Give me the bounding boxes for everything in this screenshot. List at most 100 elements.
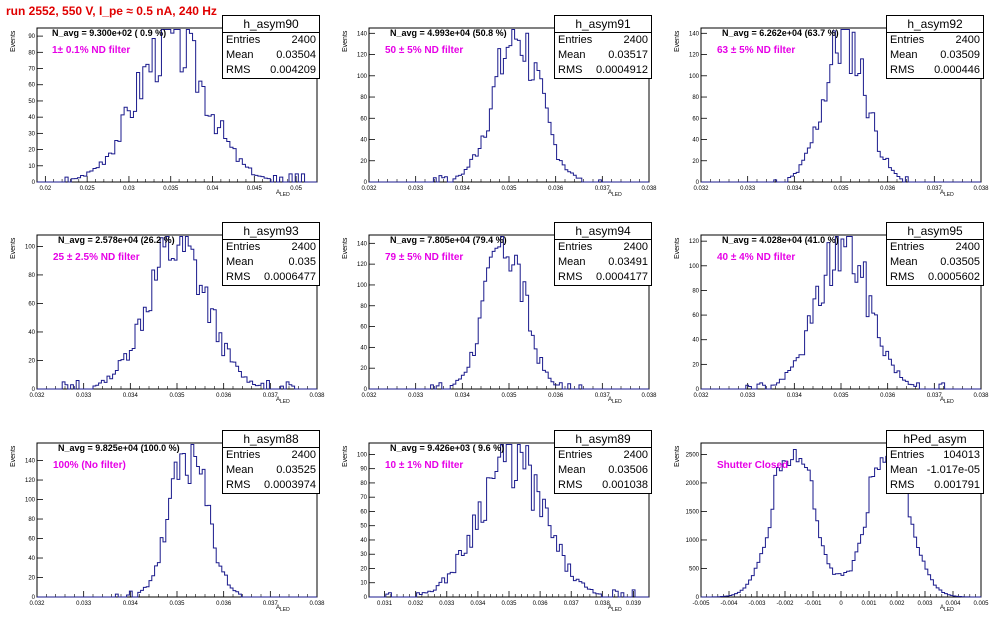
navg-label: N_avg = 6.262e+04 (63.7 %): [722, 28, 839, 38]
histogram-svg: 0.031 0.032 0.033 0.034 0.035 0.036 0.037 0.038…: [357, 442, 650, 607]
stats-value: 2400: [955, 241, 980, 253]
x-axis-label-sub: LED: [944, 607, 954, 614]
stats-key: RMS: [558, 479, 583, 491]
x-tick-label: 0.045: [247, 186, 263, 192]
stats-value: 0.0003974: [264, 479, 316, 491]
histogram-line-h_asym93: [37, 236, 317, 390]
histogram-svg: 0.032 0.033 0.034 0.035 0.036 0.037 0.038 0 20 40…: [25, 234, 325, 399]
y-tick-label: 120: [689, 239, 700, 245]
stats-key: Mean: [890, 256, 918, 268]
histogram-svg: 0.032 0.033 0.034 0.035 0.036 0.037 0.038 0 20 40…: [357, 27, 657, 192]
y-axis-label: Events: [10, 30, 17, 52]
stats-key: RMS: [890, 271, 915, 283]
x-tick-label: 0.034: [787, 186, 803, 192]
x-tick-label: 0.033: [408, 186, 424, 192]
navg-label: N_avg = 7.805e+04 (79.4 %): [390, 235, 507, 245]
x-axis-label-main: A: [608, 190, 613, 196]
y-tick-label: 80: [28, 50, 35, 56]
y-tick-label: 140: [689, 31, 700, 37]
stats-value: 0.03491: [608, 256, 648, 268]
stats-value: 2400: [623, 449, 648, 461]
stats-value: 0.001791: [934, 479, 980, 491]
y-tick-label: 60: [28, 83, 35, 89]
x-tick-label: 0.038: [973, 186, 989, 192]
stats-row-mean: Mean 0.03509: [887, 48, 983, 63]
stats-value: 0.0005602: [928, 271, 980, 283]
x-axis-label: ALED: [940, 190, 954, 198]
stats-value: 2400: [623, 241, 648, 253]
stats-key: RMS: [226, 271, 251, 283]
x-tick-label: -0.003: [748, 601, 766, 607]
x-tick-label: 0.033: [740, 393, 756, 399]
stats-value: 0.0004912: [596, 64, 648, 76]
x-tick-label: 0.032: [693, 393, 709, 399]
y-tick-label: 90: [28, 34, 35, 40]
stats-value: 2400: [623, 34, 648, 46]
x-tick-label: 0.037: [564, 601, 580, 607]
histogram-svg: 0.032 0.033 0.034 0.035 0.036 0.037 0.038 0 20 40…: [357, 234, 657, 399]
x-axis-label-main: A: [276, 397, 281, 403]
x-axis-label-sub: LED: [612, 192, 622, 199]
y-tick-label: 100: [25, 244, 36, 250]
y-tick-label: 20: [28, 358, 35, 364]
stats-row-mean: Mean 0.03505: [887, 255, 983, 270]
x-tick-label: 0.033: [439, 601, 455, 607]
y-tick-label: 10: [360, 581, 367, 587]
stats-value: 104013: [943, 449, 980, 461]
stats-key: RMS: [226, 479, 251, 491]
x-tick-label: 0.005: [973, 601, 989, 607]
y-tick-label: 40: [28, 330, 35, 336]
y-tick-label: 140: [357, 241, 368, 247]
stats-box: h_asym95 Entries 2400 Mean 0.03505 RMS 0.00056…: [886, 222, 984, 286]
x-axis-label: ALED: [276, 190, 290, 198]
stats-value: 0.03505: [940, 256, 980, 268]
x-tick-label: -0.001: [804, 601, 822, 607]
x-tick-label: 0.031: [377, 601, 393, 607]
y-tick-label: 80: [28, 517, 35, 523]
stats-value: -1.017e-05: [926, 464, 980, 476]
y-tick-label: 120: [357, 262, 368, 268]
stats-value: 0.03504: [276, 49, 316, 61]
x-tick-label: 0.034: [123, 393, 139, 399]
histogram-svg: 0.032 0.033 0.034 0.035 0.036 0.037 0.038 0 20 40…: [689, 27, 989, 192]
y-tick-label: 40: [360, 538, 367, 544]
histogram-svg: 0.032 0.033 0.034 0.035 0.036 0.037 0.038 0 20 40…: [689, 234, 989, 399]
x-axis-label: ALED: [608, 190, 622, 198]
stats-row-entries: Entries 2400: [223, 33, 319, 48]
stats-key: Mean: [226, 464, 254, 476]
x-tick-label: 0.034: [455, 393, 471, 399]
y-tick-label: 60: [360, 325, 367, 331]
y-tick-label: 2500: [686, 452, 700, 458]
y-tick-label: 60: [692, 116, 699, 122]
x-tick-label: 0.033: [408, 393, 424, 399]
stats-row-entries: Entries 2400: [223, 240, 319, 255]
y-tick-label: 40: [692, 138, 699, 144]
stats-name: h_asym92: [887, 16, 983, 33]
filter-label: Shutter Closed: [717, 460, 789, 471]
y-tick-label: 20: [360, 566, 367, 572]
stats-row-rms: RMS 0.0003974: [223, 478, 319, 493]
stats-row-entries: Entries 2400: [555, 33, 651, 48]
x-tick-label: 0.038: [309, 601, 325, 607]
filter-label: 25 ± 2.5% ND filter: [53, 252, 140, 263]
histogram-pad-h_asym89: 0.031 0.032 0.033 0.034 0.035 0.036 0.037 0.038…: [332, 415, 664, 622]
x-axis-label: ALED: [276, 397, 290, 405]
stats-name: h_asym93: [223, 223, 319, 240]
stats-name: h_asym94: [555, 223, 651, 240]
y-tick-label: 70: [360, 495, 367, 501]
stats-key: Entries: [558, 449, 593, 461]
x-tick-label: 0.039: [626, 601, 642, 607]
y-tick-label: 1000: [686, 538, 700, 544]
y-tick-label: 40: [360, 138, 367, 144]
x-tick-label: 0.038: [309, 393, 325, 399]
stats-row-entries: Entries 2400: [887, 240, 983, 255]
x-tick-label: 0.037: [263, 393, 279, 399]
stats-box: h_asym88 Entries 2400 Mean 0.03525 RMS 0.00039…: [222, 430, 320, 494]
stats-value: 2400: [291, 241, 316, 253]
x-axis-label-sub: LED: [944, 192, 954, 199]
x-tick-label: 0.038: [641, 186, 657, 192]
histogram-line-h_asym91: [369, 29, 649, 183]
y-tick-label: 90: [360, 467, 367, 473]
histogram-pad-h_asym91: 0.032 0.033 0.034 0.035 0.036 0.037 0.038 0 20 40…: [332, 0, 664, 207]
x-axis-label-main: A: [940, 605, 945, 611]
